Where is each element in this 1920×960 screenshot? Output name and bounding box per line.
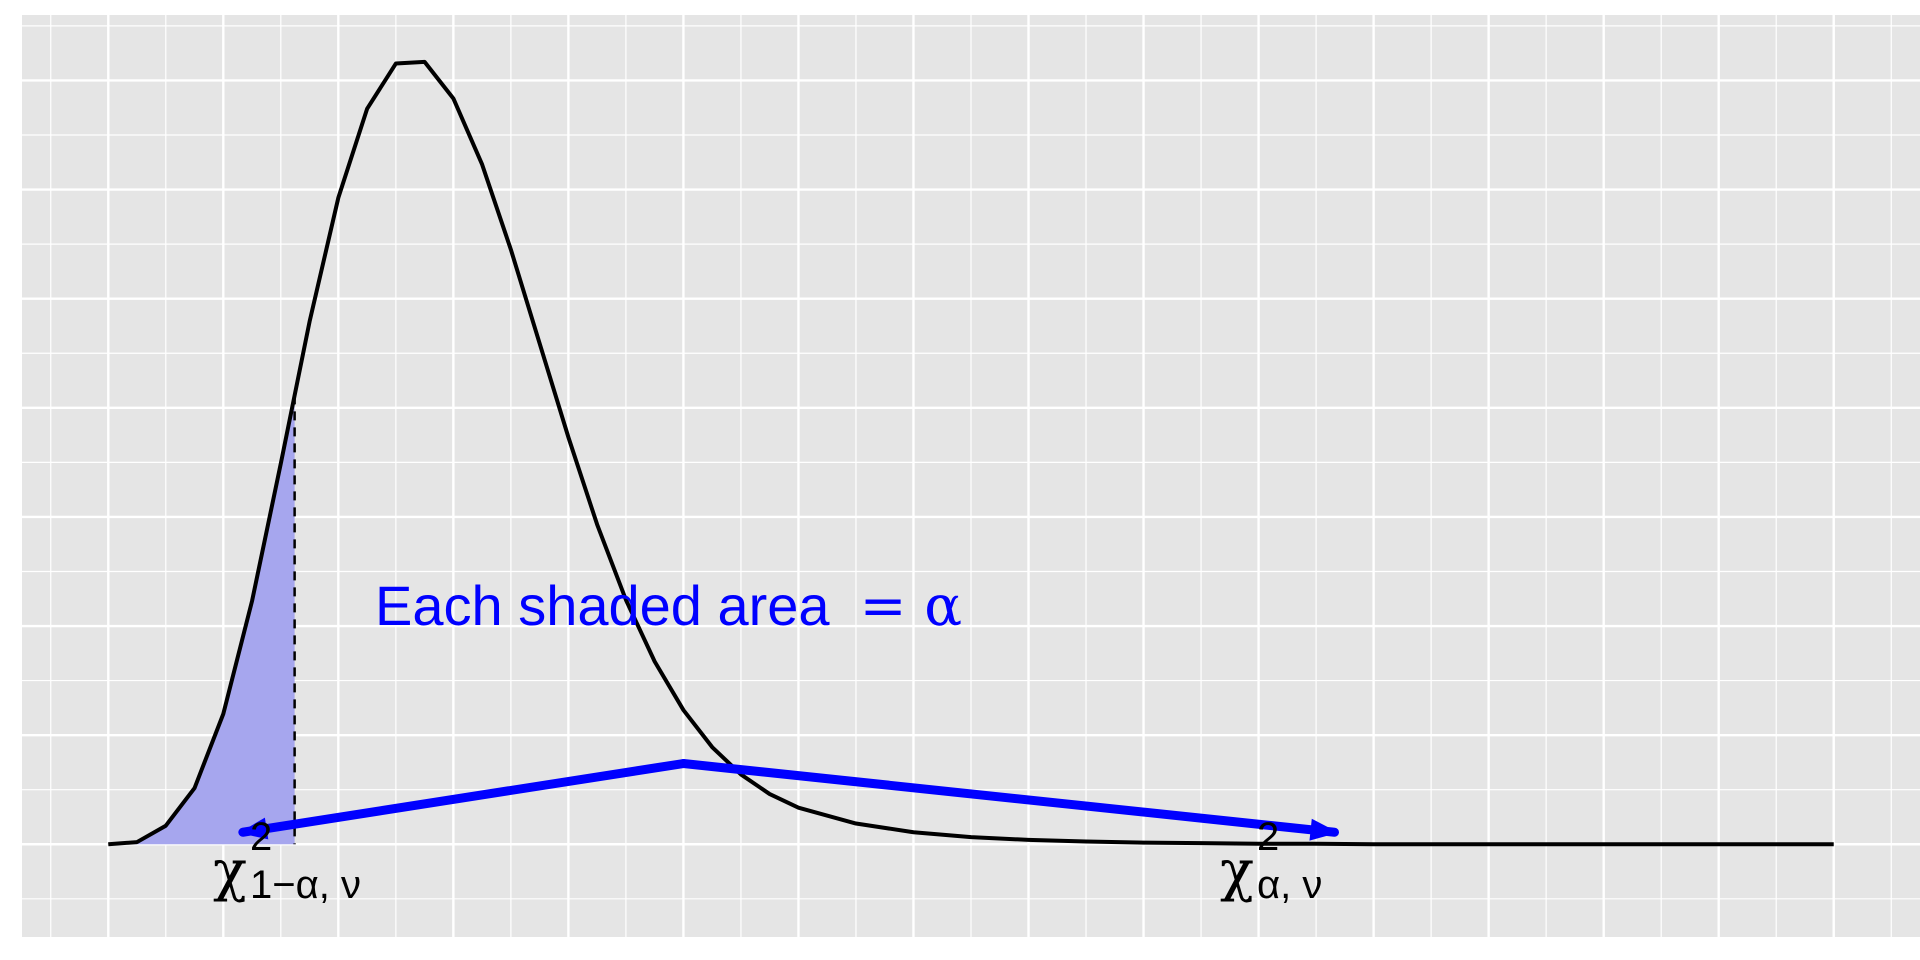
upper-critical-subscript: α, ν (1257, 863, 1322, 907)
upper-critical-symbol: χ (1220, 839, 1254, 904)
lower-arrow-head (238, 817, 269, 840)
lower-arrow-shaft (238, 759, 688, 837)
critical-value-lines (293, 395, 1290, 845)
annotation-text: Each shaded area = α (375, 574, 962, 639)
upper-arrow-head (1309, 818, 1339, 841)
lower-tail-shade (108, 395, 295, 845)
density-curve (108, 59, 1834, 847)
upper-critical-label: χ 2 α, ν (1220, 815, 1322, 907)
annotation-arrows (238, 759, 1339, 841)
lower-critical-subscript: 1−α, ν (250, 863, 361, 907)
lower-critical-superscript: 2 (250, 815, 272, 859)
lower-critical-label: χ 2 1−α, ν (213, 815, 361, 907)
density-curve-group (108, 59, 1834, 847)
upper-arrow-shaft (678, 759, 1339, 837)
upper-critical-superscript: 2 (1257, 815, 1279, 859)
lower-critical-symbol: χ (213, 839, 247, 904)
